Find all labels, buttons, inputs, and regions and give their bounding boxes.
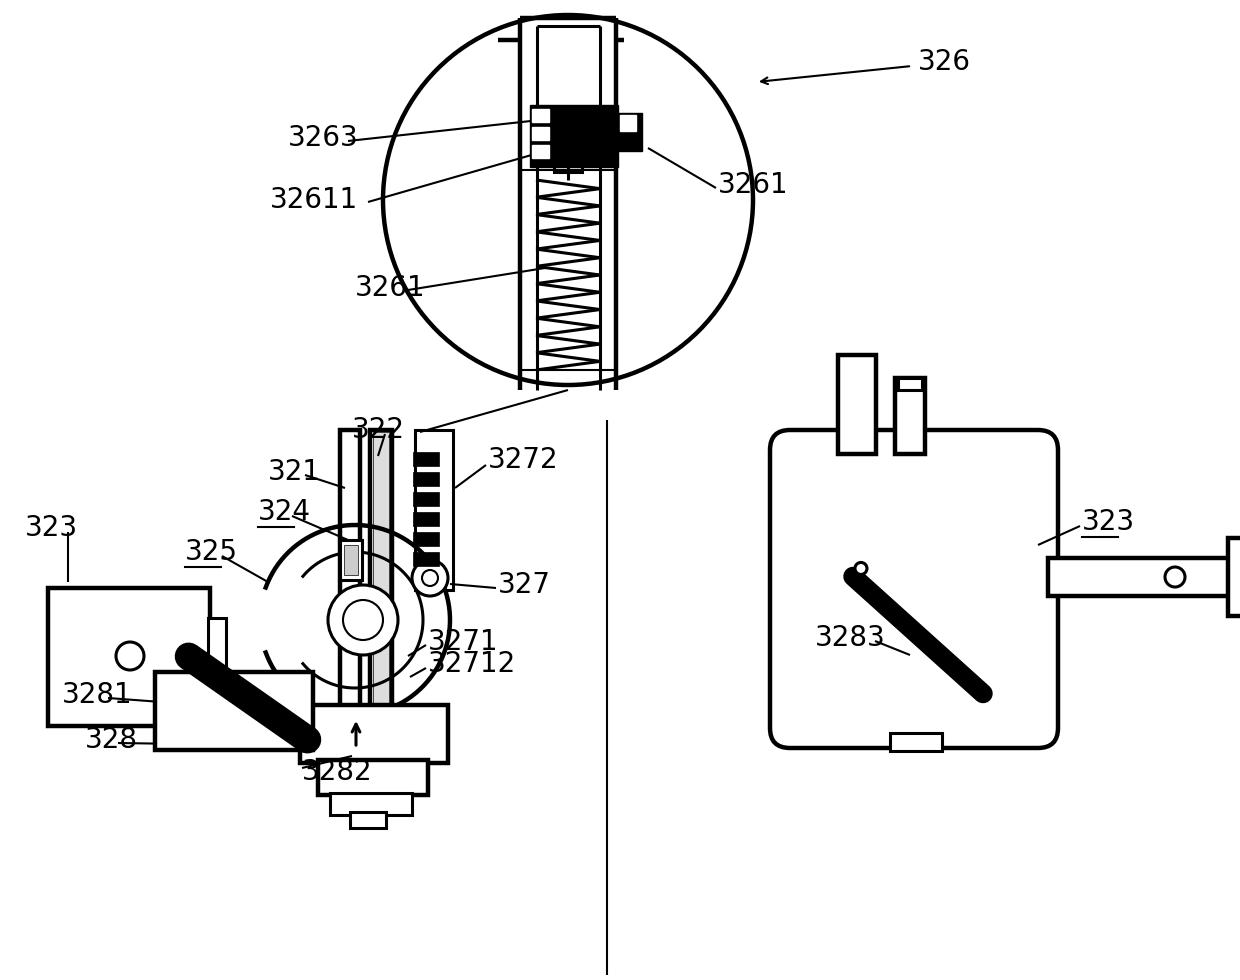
Text: 3281: 3281	[62, 681, 133, 709]
Bar	[350, 812, 386, 828]
Text: 3261: 3261	[718, 171, 789, 199]
Text: 327: 327	[498, 571, 551, 599]
Bar	[532, 145, 549, 158]
Text: 3261: 3261	[355, 274, 425, 302]
Text: 3282: 3282	[303, 758, 373, 786]
Bar	[300, 705, 448, 763]
Bar	[529, 105, 618, 167]
Bar	[1048, 558, 1233, 596]
Bar	[413, 552, 439, 566]
Bar	[413, 472, 439, 486]
Text: 3271: 3271	[428, 628, 498, 656]
Bar	[413, 532, 439, 546]
Bar	[340, 540, 362, 580]
Bar	[895, 378, 925, 454]
FancyBboxPatch shape	[770, 430, 1058, 748]
Circle shape	[1166, 567, 1185, 587]
Bar	[1228, 538, 1240, 616]
Bar	[554, 158, 582, 172]
Text: 32712: 32712	[428, 650, 516, 678]
Text: 326: 326	[918, 48, 971, 76]
Bar	[532, 109, 549, 122]
Bar	[373, 432, 389, 713]
Bar	[370, 430, 392, 715]
Bar	[340, 430, 360, 730]
Bar	[898, 378, 923, 390]
Circle shape	[854, 563, 867, 574]
Bar	[330, 793, 412, 815]
Text: 3283: 3283	[815, 624, 885, 652]
Text: 324: 324	[258, 498, 311, 526]
Bar	[343, 545, 358, 575]
Text: 325: 325	[185, 538, 238, 566]
Bar	[317, 760, 428, 795]
Bar	[890, 733, 942, 751]
Text: 321: 321	[268, 458, 321, 486]
Bar	[618, 113, 642, 151]
Bar	[155, 672, 312, 750]
Bar	[532, 127, 549, 140]
Bar	[413, 492, 439, 506]
Bar	[413, 452, 439, 466]
Bar	[620, 115, 636, 131]
Circle shape	[329, 585, 398, 655]
Bar	[415, 430, 453, 590]
Text: 323: 323	[1083, 508, 1135, 536]
Text: 328: 328	[86, 726, 138, 754]
Circle shape	[343, 600, 383, 640]
Text: 323: 323	[25, 514, 78, 542]
Bar	[838, 355, 875, 454]
Text: 32611: 32611	[270, 186, 358, 214]
Text: 3263: 3263	[288, 124, 358, 152]
Text: 3272: 3272	[489, 446, 559, 474]
Circle shape	[412, 560, 448, 596]
Circle shape	[117, 642, 144, 670]
Text: 322: 322	[352, 416, 405, 444]
Bar	[48, 588, 210, 726]
Bar	[413, 512, 439, 526]
Bar	[208, 618, 226, 673]
